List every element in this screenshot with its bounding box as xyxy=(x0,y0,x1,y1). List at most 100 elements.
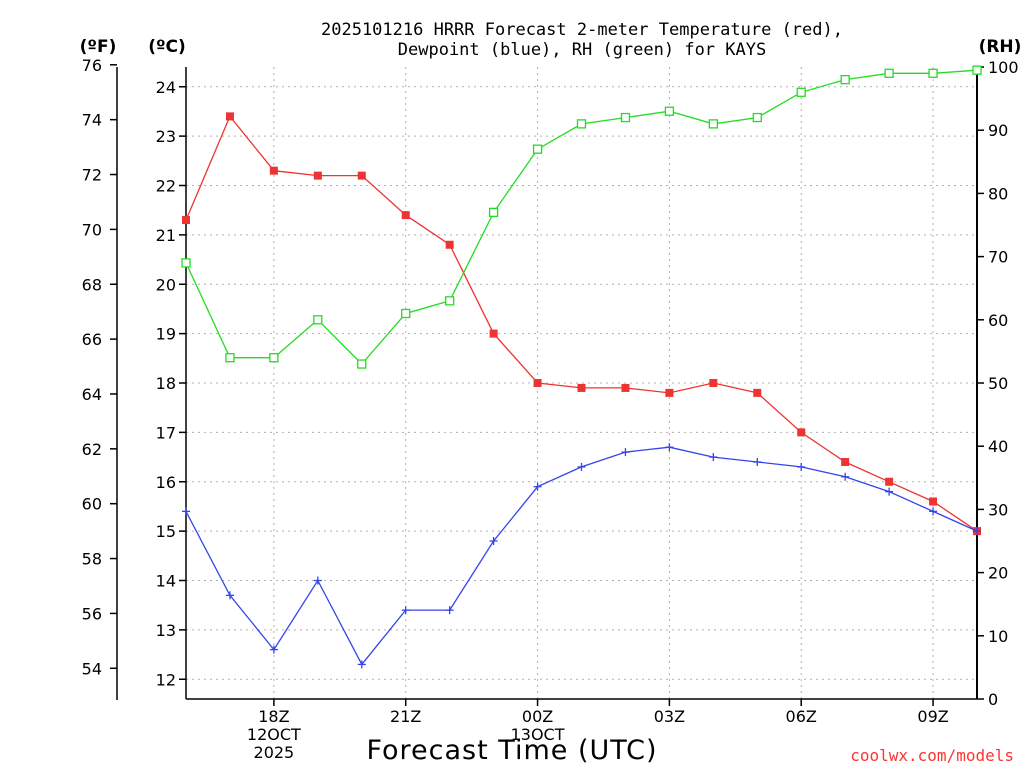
celsius-unit-label: (ºC) xyxy=(148,37,186,57)
celsius-tick-label: 23 xyxy=(156,127,176,146)
series-point xyxy=(489,537,498,545)
series-point xyxy=(884,68,894,78)
rh-tick-label: 20 xyxy=(988,564,1008,583)
series-point xyxy=(621,448,630,457)
rh-tick-label: 0 xyxy=(988,690,998,709)
celsius-tick-label: 14 xyxy=(156,572,176,591)
x-tick-label: 12OCT xyxy=(247,725,301,744)
celsius-tick-label: 19 xyxy=(156,325,176,344)
fahrenheit-tick-label: 68 xyxy=(82,275,102,294)
series-point xyxy=(401,606,410,615)
x-axis-label: Forecast Time (UTC) xyxy=(366,735,657,766)
series-point xyxy=(225,591,234,600)
series-point xyxy=(313,315,323,325)
rh-unit-label: (RH) xyxy=(979,37,1022,57)
series-point xyxy=(357,660,366,669)
x-tick-label: 21Z xyxy=(390,707,421,726)
series-point xyxy=(533,482,542,491)
celsius-tick-label: 21 xyxy=(156,226,176,245)
celsius-tick-label: 13 xyxy=(156,621,176,640)
series-point xyxy=(401,211,410,220)
series-point xyxy=(753,458,762,466)
rh-tick-label: 100 xyxy=(988,58,1019,77)
series-point xyxy=(709,379,718,387)
celsius-tick-label: 15 xyxy=(156,522,176,541)
chart-title-line-1: 2025101216 HRRR Forecast 2-meter Tempera… xyxy=(321,20,843,40)
series-point xyxy=(489,329,498,338)
fahrenheit-tick-label: 58 xyxy=(82,550,102,569)
axes: 54 56 58 60 62 64 66 68 70 72 74 76 12 13 14 15 16 17 18 19… xyxy=(82,56,1019,762)
series-point xyxy=(313,171,322,180)
series-point xyxy=(532,144,543,154)
chart-title-line-2: Dewpoint (blue), RH (green) for KAYS xyxy=(398,40,766,60)
series-point xyxy=(841,458,850,466)
source-credit: coolwx.com/models xyxy=(850,746,1014,765)
series-point xyxy=(401,308,411,319)
series-point xyxy=(665,443,674,452)
fahrenheit-tick-label: 74 xyxy=(82,111,102,130)
fahrenheit-tick-label: 64 xyxy=(82,385,102,404)
series-point xyxy=(753,388,762,397)
rh-tick-label: 80 xyxy=(988,184,1008,203)
series-point xyxy=(929,507,938,516)
series-point xyxy=(928,68,938,78)
series-point xyxy=(357,359,367,369)
x-tick-label: 2025 xyxy=(254,743,295,762)
celsius-tick-label: 24 xyxy=(156,78,176,97)
series-point xyxy=(797,428,806,437)
x-tick-label: 18Z xyxy=(258,707,289,726)
series-point xyxy=(620,112,631,123)
series-point xyxy=(576,119,587,129)
series-point xyxy=(269,166,278,175)
series-point xyxy=(796,87,806,97)
series-point xyxy=(708,119,718,129)
celsius-tick-label: 17 xyxy=(156,423,176,442)
series-point xyxy=(972,65,982,75)
series-point xyxy=(664,106,675,116)
fahrenheit-tick-label: 56 xyxy=(82,604,102,623)
fahrenheit-tick-label: 66 xyxy=(82,330,102,349)
series-point xyxy=(533,379,542,387)
celsius-tick-label: 16 xyxy=(156,473,176,492)
series-point xyxy=(973,527,981,536)
celsius-tick-label: 22 xyxy=(156,177,176,196)
x-tick-label: 09Z xyxy=(917,707,948,726)
series-line xyxy=(185,446,978,666)
data-series xyxy=(181,65,982,669)
series-point xyxy=(840,74,850,85)
fahrenheit-tick-label: 62 xyxy=(82,440,102,459)
series-point xyxy=(357,171,366,180)
series-point xyxy=(797,462,806,471)
series-point xyxy=(929,497,938,506)
fahrenheit-unit-label: (ºF) xyxy=(80,37,117,57)
series-point xyxy=(577,462,586,471)
celsius-tick-label: 18 xyxy=(156,374,176,393)
fahrenheit-tick-label: 60 xyxy=(82,495,102,514)
celsius-tick-label: 20 xyxy=(156,275,176,294)
fahrenheit-tick-label: 70 xyxy=(82,220,102,239)
series-point xyxy=(225,353,235,363)
series-point xyxy=(885,487,894,496)
rh-tick-label: 30 xyxy=(988,500,1008,519)
celsius-tick-label: 12 xyxy=(156,670,176,689)
series-point xyxy=(488,207,499,218)
series-point xyxy=(225,112,234,121)
x-tick-label: 13OCT xyxy=(511,725,565,744)
series-point xyxy=(752,112,762,123)
rh-tick-label: 90 xyxy=(988,121,1008,140)
fahrenheit-tick-label: 72 xyxy=(82,166,102,185)
series-point xyxy=(445,240,454,249)
series-point xyxy=(577,383,586,392)
series-point xyxy=(841,472,850,481)
series-point xyxy=(182,216,190,225)
series-point xyxy=(709,453,718,462)
series-point xyxy=(885,477,894,486)
rh-tick-label: 40 xyxy=(988,437,1008,456)
x-tick-label: 03Z xyxy=(654,707,685,726)
series-point xyxy=(665,388,674,397)
series-point xyxy=(181,258,191,268)
x-tick-label: 06Z xyxy=(786,707,817,726)
series-line xyxy=(185,69,978,365)
rh-tick-label: 70 xyxy=(988,248,1008,267)
